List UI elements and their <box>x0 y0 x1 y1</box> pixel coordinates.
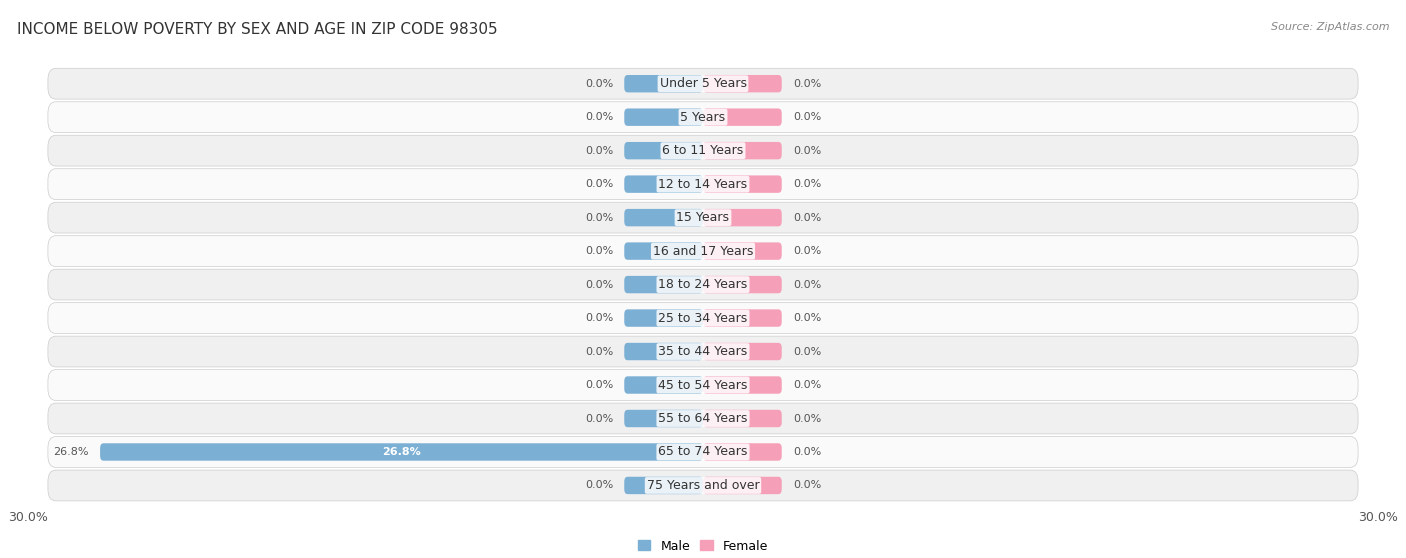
Text: 0.0%: 0.0% <box>793 280 821 290</box>
FancyBboxPatch shape <box>703 242 782 260</box>
Text: 0.0%: 0.0% <box>793 146 821 156</box>
FancyBboxPatch shape <box>48 135 1358 166</box>
Text: 55 to 64 Years: 55 to 64 Years <box>658 412 748 425</box>
Text: 0.0%: 0.0% <box>585 246 613 256</box>
Text: 0.0%: 0.0% <box>585 79 613 89</box>
FancyBboxPatch shape <box>48 369 1358 401</box>
Text: 0.0%: 0.0% <box>793 380 821 390</box>
Text: 0.0%: 0.0% <box>793 347 821 357</box>
Text: 18 to 24 Years: 18 to 24 Years <box>658 278 748 291</box>
FancyBboxPatch shape <box>48 169 1358 200</box>
Text: 0.0%: 0.0% <box>793 246 821 256</box>
Text: 0.0%: 0.0% <box>585 380 613 390</box>
FancyBboxPatch shape <box>703 410 782 427</box>
FancyBboxPatch shape <box>703 75 782 93</box>
FancyBboxPatch shape <box>624 343 703 360</box>
FancyBboxPatch shape <box>624 108 703 126</box>
FancyBboxPatch shape <box>624 142 703 160</box>
FancyBboxPatch shape <box>703 108 782 126</box>
FancyBboxPatch shape <box>624 410 703 427</box>
FancyBboxPatch shape <box>48 403 1358 434</box>
Text: 0.0%: 0.0% <box>585 413 613 424</box>
Text: 15 Years: 15 Years <box>676 211 730 224</box>
FancyBboxPatch shape <box>624 309 703 327</box>
Text: 0.0%: 0.0% <box>585 280 613 290</box>
Text: 35 to 44 Years: 35 to 44 Years <box>658 345 748 358</box>
FancyBboxPatch shape <box>48 336 1358 367</box>
Text: 26.8%: 26.8% <box>382 447 420 457</box>
Text: 0.0%: 0.0% <box>793 213 821 223</box>
FancyBboxPatch shape <box>48 302 1358 334</box>
Legend: Male, Female: Male, Female <box>638 540 768 552</box>
FancyBboxPatch shape <box>703 276 782 294</box>
FancyBboxPatch shape <box>624 276 703 294</box>
FancyBboxPatch shape <box>703 142 782 160</box>
Text: 6 to 11 Years: 6 to 11 Years <box>662 144 744 157</box>
Text: 0.0%: 0.0% <box>793 179 821 189</box>
Text: 5 Years: 5 Years <box>681 110 725 124</box>
FancyBboxPatch shape <box>48 436 1358 468</box>
FancyBboxPatch shape <box>100 443 703 461</box>
FancyBboxPatch shape <box>624 209 703 227</box>
Text: 0.0%: 0.0% <box>585 213 613 223</box>
Text: 0.0%: 0.0% <box>793 313 821 323</box>
FancyBboxPatch shape <box>703 343 782 360</box>
Text: 0.0%: 0.0% <box>793 413 821 424</box>
FancyBboxPatch shape <box>703 376 782 394</box>
Text: 12 to 14 Years: 12 to 14 Years <box>658 177 748 191</box>
FancyBboxPatch shape <box>624 75 703 93</box>
Text: 16 and 17 Years: 16 and 17 Years <box>652 244 754 258</box>
FancyBboxPatch shape <box>703 443 782 461</box>
Text: 25 to 34 Years: 25 to 34 Years <box>658 311 748 325</box>
Text: 75 Years and over: 75 Years and over <box>647 479 759 492</box>
FancyBboxPatch shape <box>703 209 782 227</box>
FancyBboxPatch shape <box>48 68 1358 99</box>
FancyBboxPatch shape <box>48 269 1358 300</box>
FancyBboxPatch shape <box>624 175 703 193</box>
Text: 0.0%: 0.0% <box>793 447 821 457</box>
FancyBboxPatch shape <box>48 102 1358 133</box>
Text: 0.0%: 0.0% <box>793 112 821 122</box>
Text: 0.0%: 0.0% <box>793 480 821 490</box>
FancyBboxPatch shape <box>703 175 782 193</box>
Text: 0.0%: 0.0% <box>793 79 821 89</box>
Text: 0.0%: 0.0% <box>585 179 613 189</box>
FancyBboxPatch shape <box>48 235 1358 267</box>
Text: Source: ZipAtlas.com: Source: ZipAtlas.com <box>1271 22 1389 32</box>
FancyBboxPatch shape <box>624 242 703 260</box>
FancyBboxPatch shape <box>703 477 782 494</box>
Text: 65 to 74 Years: 65 to 74 Years <box>658 445 748 459</box>
Text: 0.0%: 0.0% <box>585 480 613 490</box>
Text: 0.0%: 0.0% <box>585 347 613 357</box>
FancyBboxPatch shape <box>624 376 703 394</box>
Text: 0.0%: 0.0% <box>585 112 613 122</box>
Text: 0.0%: 0.0% <box>585 313 613 323</box>
Text: Under 5 Years: Under 5 Years <box>659 77 747 90</box>
Text: 26.8%: 26.8% <box>53 447 89 457</box>
FancyBboxPatch shape <box>48 470 1358 501</box>
Text: 45 to 54 Years: 45 to 54 Years <box>658 378 748 392</box>
FancyBboxPatch shape <box>48 202 1358 233</box>
Text: INCOME BELOW POVERTY BY SEX AND AGE IN ZIP CODE 98305: INCOME BELOW POVERTY BY SEX AND AGE IN Z… <box>17 22 498 37</box>
FancyBboxPatch shape <box>703 309 782 327</box>
Text: 0.0%: 0.0% <box>585 146 613 156</box>
FancyBboxPatch shape <box>624 477 703 494</box>
